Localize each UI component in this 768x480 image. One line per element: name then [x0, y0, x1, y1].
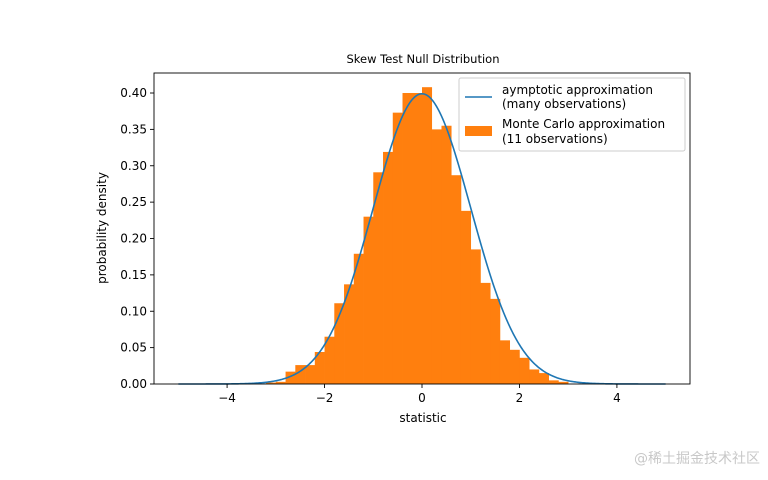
histogram-bar [422, 87, 433, 384]
histogram-bar [441, 125, 452, 385]
histogram-bar [519, 357, 530, 384]
x-tick-label: 0 [418, 391, 426, 405]
histogram-bar [499, 340, 511, 384]
legend-label-montecarlo-1: Monte Carlo approximation [502, 117, 665, 131]
histogram-bar [353, 253, 364, 384]
x-tick-label: −2 [316, 391, 334, 405]
histogram-bar [490, 298, 501, 384]
y-tick-label: 0.00 [120, 377, 147, 391]
y-tick-label: 0.25 [120, 195, 147, 209]
y-tick-label: 0.10 [120, 304, 147, 318]
histogram-bar [344, 284, 355, 384]
x-tick-label: 4 [613, 391, 621, 405]
y-tick-label: 0.30 [120, 159, 147, 173]
histogram-bar [480, 282, 491, 384]
histogram-bar [314, 351, 325, 384]
histogram-bar [529, 369, 540, 384]
x-tick-label: −4 [218, 391, 236, 405]
x-axis-label: statistic [399, 411, 446, 425]
legend-box [458, 77, 686, 152]
histogram-bars [266, 87, 569, 385]
histogram-bar [509, 349, 520, 384]
y-tick-label: 0.40 [120, 86, 147, 100]
histogram-bar [558, 381, 569, 384]
watermark: @稀土掘金技术社区 [634, 451, 760, 467]
y-tick-label: 0.35 [120, 122, 147, 136]
y-axis-label: probability density [95, 172, 109, 284]
y-tick-label: 0.15 [120, 268, 147, 282]
legend: aymptotic approximation (many observatio… [458, 77, 686, 152]
chart-title: Skew Test Null Distribution [346, 52, 499, 66]
y-tick-label: 0.05 [120, 341, 147, 355]
legend-label-asymptotic-1: aymptotic approximation [502, 83, 653, 97]
histogram-bar [383, 151, 394, 384]
histogram-bar [538, 373, 549, 384]
histogram-bar [402, 93, 413, 384]
legend-bar-swatch [465, 126, 492, 136]
histogram-bar [334, 303, 345, 384]
histogram-bar [412, 93, 423, 384]
histogram-bar [285, 371, 296, 384]
histogram-bar [460, 210, 472, 384]
histogram-bar [324, 336, 335, 384]
legend-label-asymptotic-2: (many observations) [502, 97, 626, 111]
histogram-bar [295, 365, 306, 384]
y-tick-label: 0.20 [120, 232, 147, 246]
histogram-bar [275, 381, 286, 384]
histogram-bar [363, 216, 374, 384]
histogram-bar [373, 172, 384, 384]
histogram-bar [548, 380, 559, 384]
histogram-bar [266, 382, 277, 384]
x-tick-label: 2 [516, 391, 524, 405]
histogram-bar [470, 249, 481, 384]
histogram-bar [431, 129, 442, 384]
histogram-bar [305, 365, 316, 384]
normal-pdf-line [178, 92, 666, 385]
histogram-bar [451, 175, 462, 384]
legend-label-montecarlo-2: (11 observations) [502, 132, 608, 146]
y-axis: 0.00 0.05 0.10 0.15 0.20 0.25 0.30 0.35 0.40 [120, 86, 154, 391]
histogram-bar [392, 112, 403, 385]
x-axis: −4 −2 0 2 4 [218, 384, 621, 405]
